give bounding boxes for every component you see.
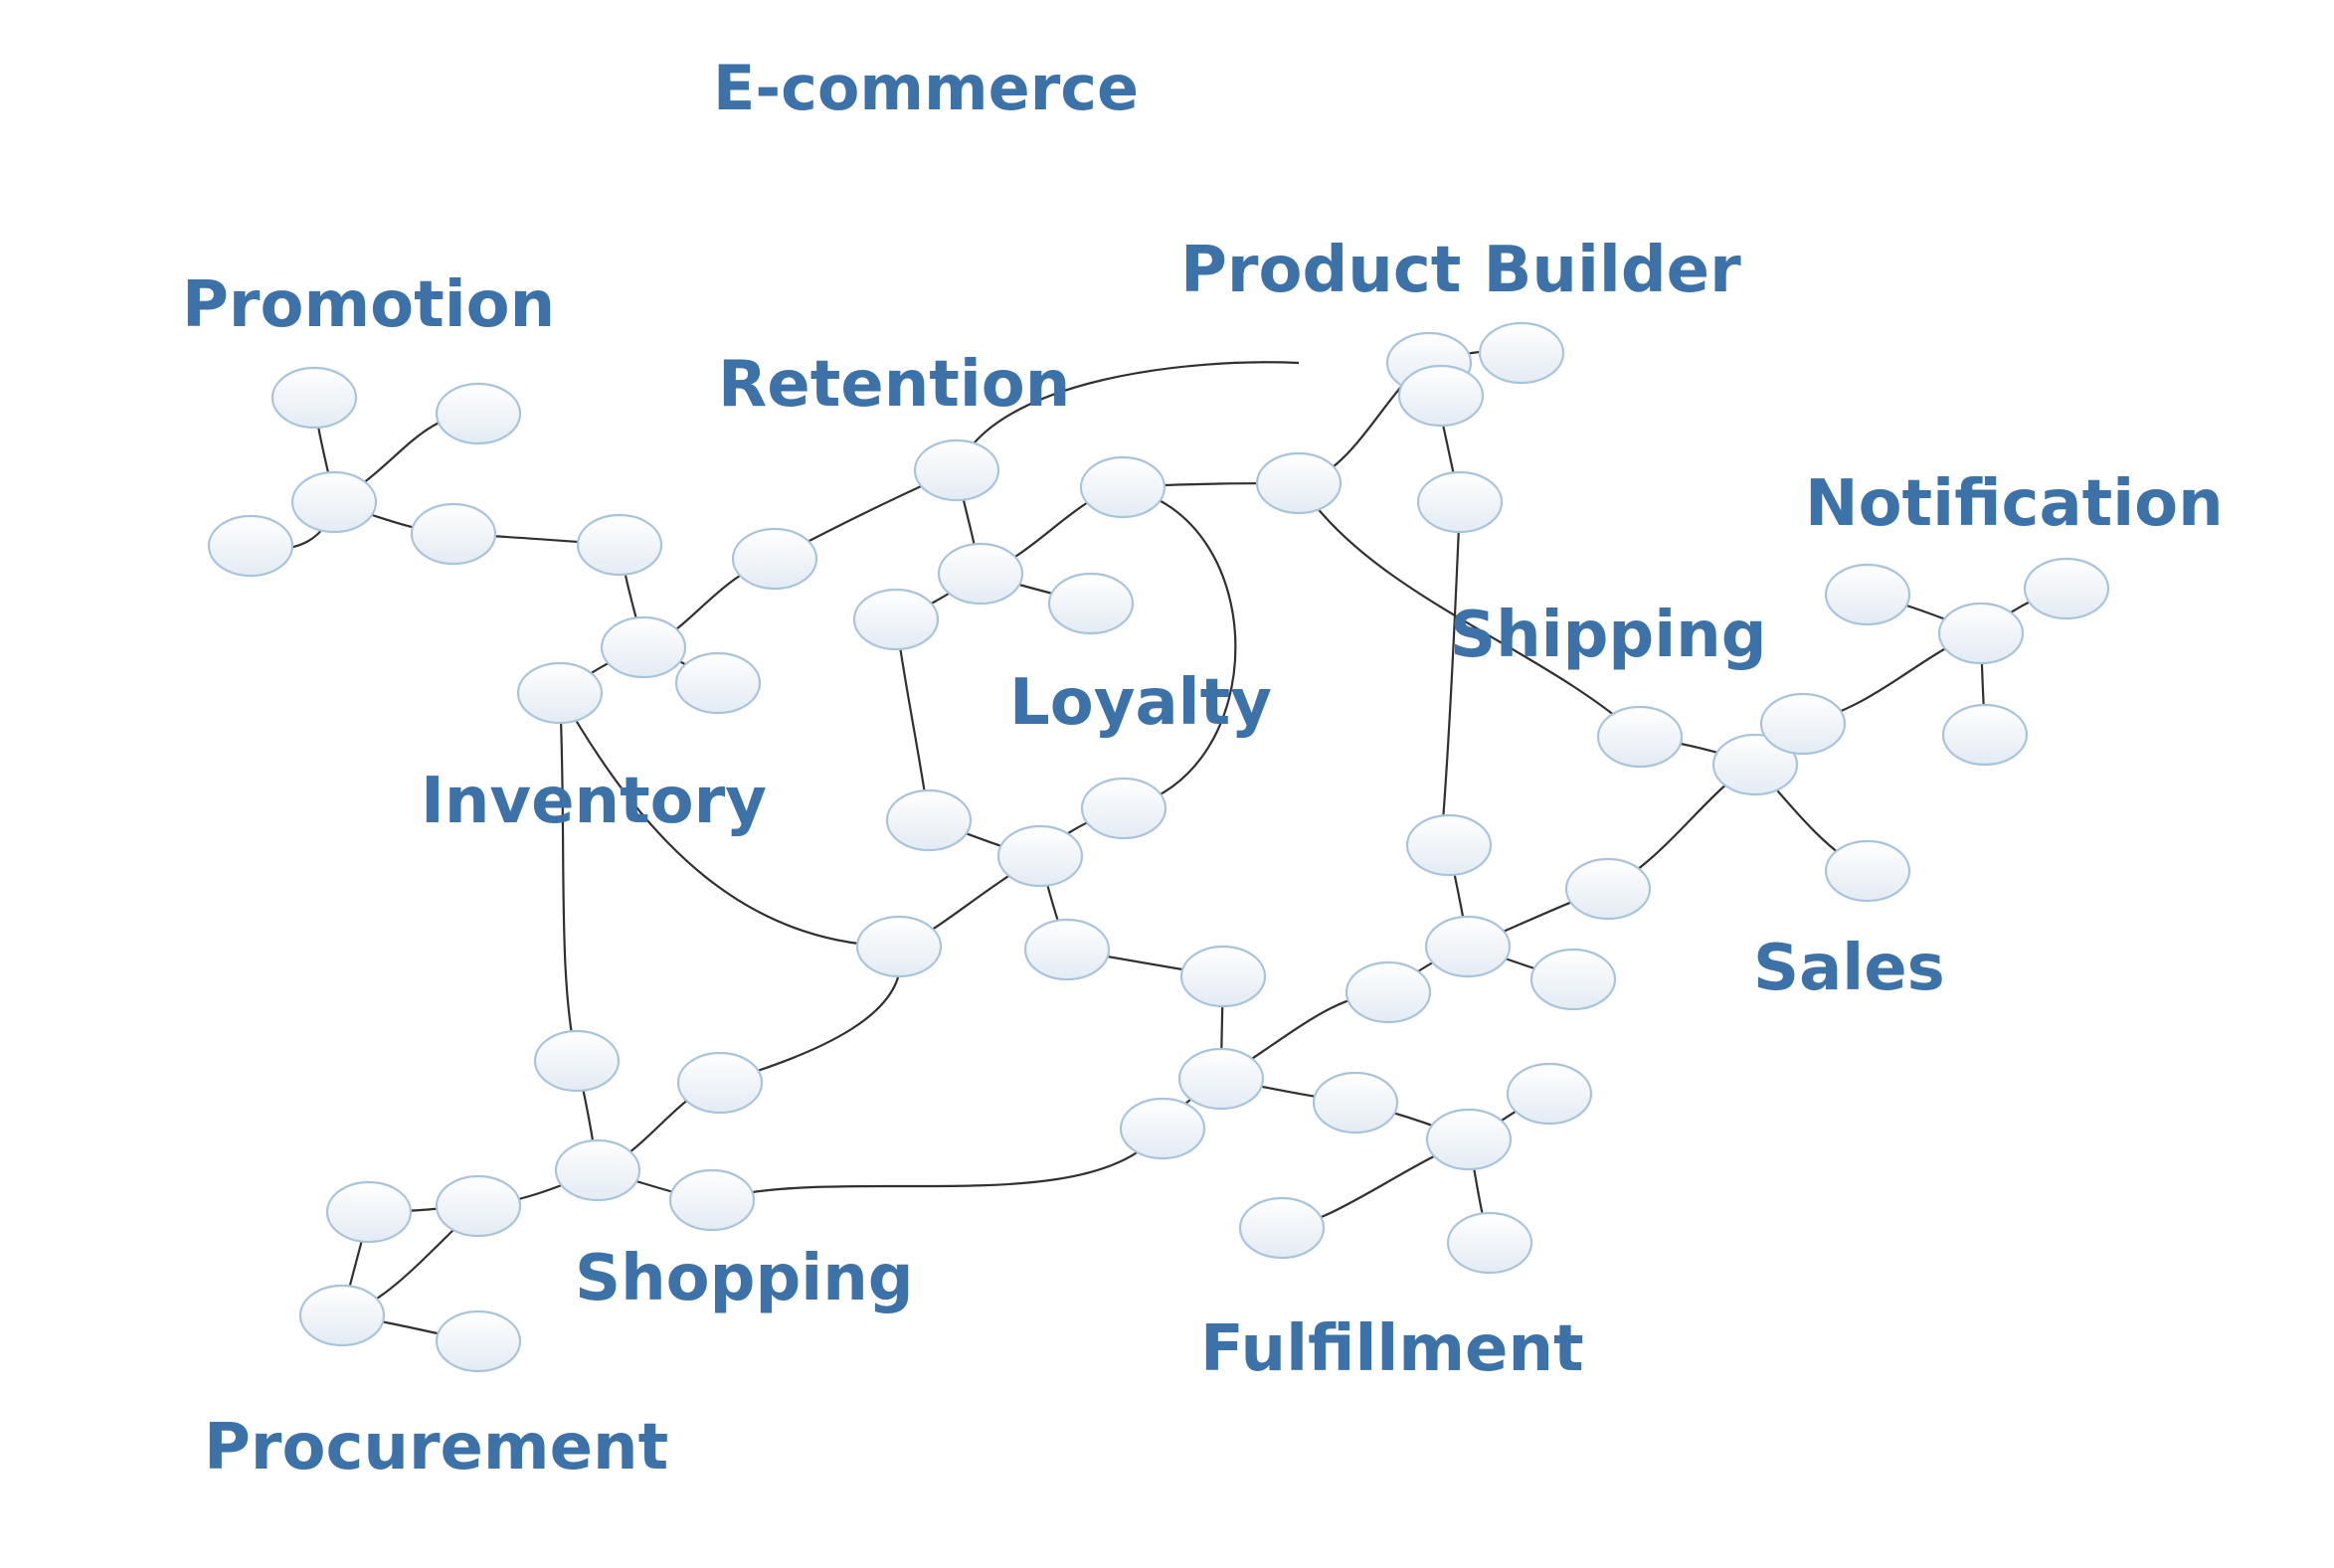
diagram-node — [1416, 470, 1504, 534]
connector-line — [955, 361, 1300, 471]
domain-label-shopping: Shopping — [575, 1242, 914, 1315]
diagram-node — [885, 788, 973, 852]
diagram-node — [1047, 572, 1135, 635]
diagram-node — [435, 1174, 522, 1238]
diagram-node — [410, 502, 497, 566]
diagram-node — [1824, 839, 1911, 903]
domain-label-inventory: Inventory — [421, 765, 767, 838]
diagram-node — [1119, 1097, 1206, 1160]
diagram-node — [1023, 918, 1111, 981]
diagram-node — [2023, 557, 2110, 620]
diagram-node — [1711, 733, 1799, 796]
diagram-node — [325, 1180, 413, 1244]
diagram-node — [435, 1309, 522, 1373]
diagram-node — [290, 470, 378, 534]
diagram-node — [1345, 960, 1432, 1024]
connector-line — [1298, 482, 1641, 738]
domain-label-shipping: Shipping — [1450, 599, 1767, 672]
connector-line — [711, 1128, 1164, 1202]
domain-label-fulfillment: Fulfillment — [1200, 1312, 1584, 1386]
diagram-node — [674, 651, 762, 715]
diagram-node — [207, 514, 294, 578]
diagram-node — [1596, 705, 1684, 769]
diagram-node — [731, 527, 818, 591]
diagram-node — [270, 366, 358, 430]
diagram-node — [1405, 813, 1493, 877]
diagram-title: E-commerce — [713, 52, 1139, 124]
diagram-node — [852, 588, 940, 651]
diagram-node — [1759, 692, 1847, 756]
domain-label-notification: Notification — [1805, 467, 2224, 541]
diagram-node — [1080, 777, 1167, 840]
diagram-node — [913, 438, 1000, 502]
diagram-node — [668, 1168, 756, 1232]
connector-line — [558, 692, 579, 1062]
diagram-node — [676, 1051, 764, 1115]
diagram-node — [554, 1138, 641, 1202]
nodes-layer — [207, 321, 2110, 1373]
diagram-node — [1425, 1108, 1513, 1171]
diagram-node — [855, 915, 943, 978]
diagram-node — [1238, 1196, 1326, 1260]
diagram-node — [600, 615, 687, 679]
diagram-node — [1177, 1047, 1265, 1111]
labels-layer: E-commerce Promotion Retention Product B… — [182, 52, 2224, 1484]
diagram-node — [1564, 857, 1652, 921]
diagram-node — [1529, 948, 1617, 1011]
diagram-node — [1824, 563, 1911, 626]
diagram-node — [576, 513, 663, 577]
diagram-node — [937, 542, 1024, 606]
diagram-node — [533, 1029, 621, 1093]
diagram-node — [1478, 321, 1565, 385]
diagram-node — [1312, 1071, 1399, 1134]
domain-label-sales: Sales — [1753, 932, 1945, 1005]
diagram-node — [1937, 602, 2025, 665]
diagram-node — [1079, 455, 1167, 519]
diagram-node — [1179, 945, 1267, 1008]
connector-line — [1122, 485, 1237, 810]
diagram-node — [1506, 1062, 1593, 1126]
domain-label-product-builder: Product Builder — [1180, 234, 1741, 307]
diagram-node — [1941, 703, 2029, 767]
domain-label-retention: Retention — [718, 348, 1070, 422]
diagram-node — [435, 382, 522, 445]
connector-line — [559, 692, 900, 949]
diagram-node — [1424, 915, 1512, 978]
connector-line — [1439, 501, 1462, 846]
diagram-node — [1255, 451, 1343, 515]
domain-label-procurement: Procurement — [204, 1411, 668, 1484]
domain-label-promotion: Promotion — [182, 268, 555, 342]
domain-label-loyalty: Loyalty — [1009, 666, 1272, 740]
diagram-node — [996, 824, 1084, 888]
diagram-node — [1397, 364, 1485, 428]
diagram-node — [298, 1284, 386, 1347]
diagram-node — [516, 661, 604, 725]
diagram-node — [1446, 1211, 1533, 1275]
